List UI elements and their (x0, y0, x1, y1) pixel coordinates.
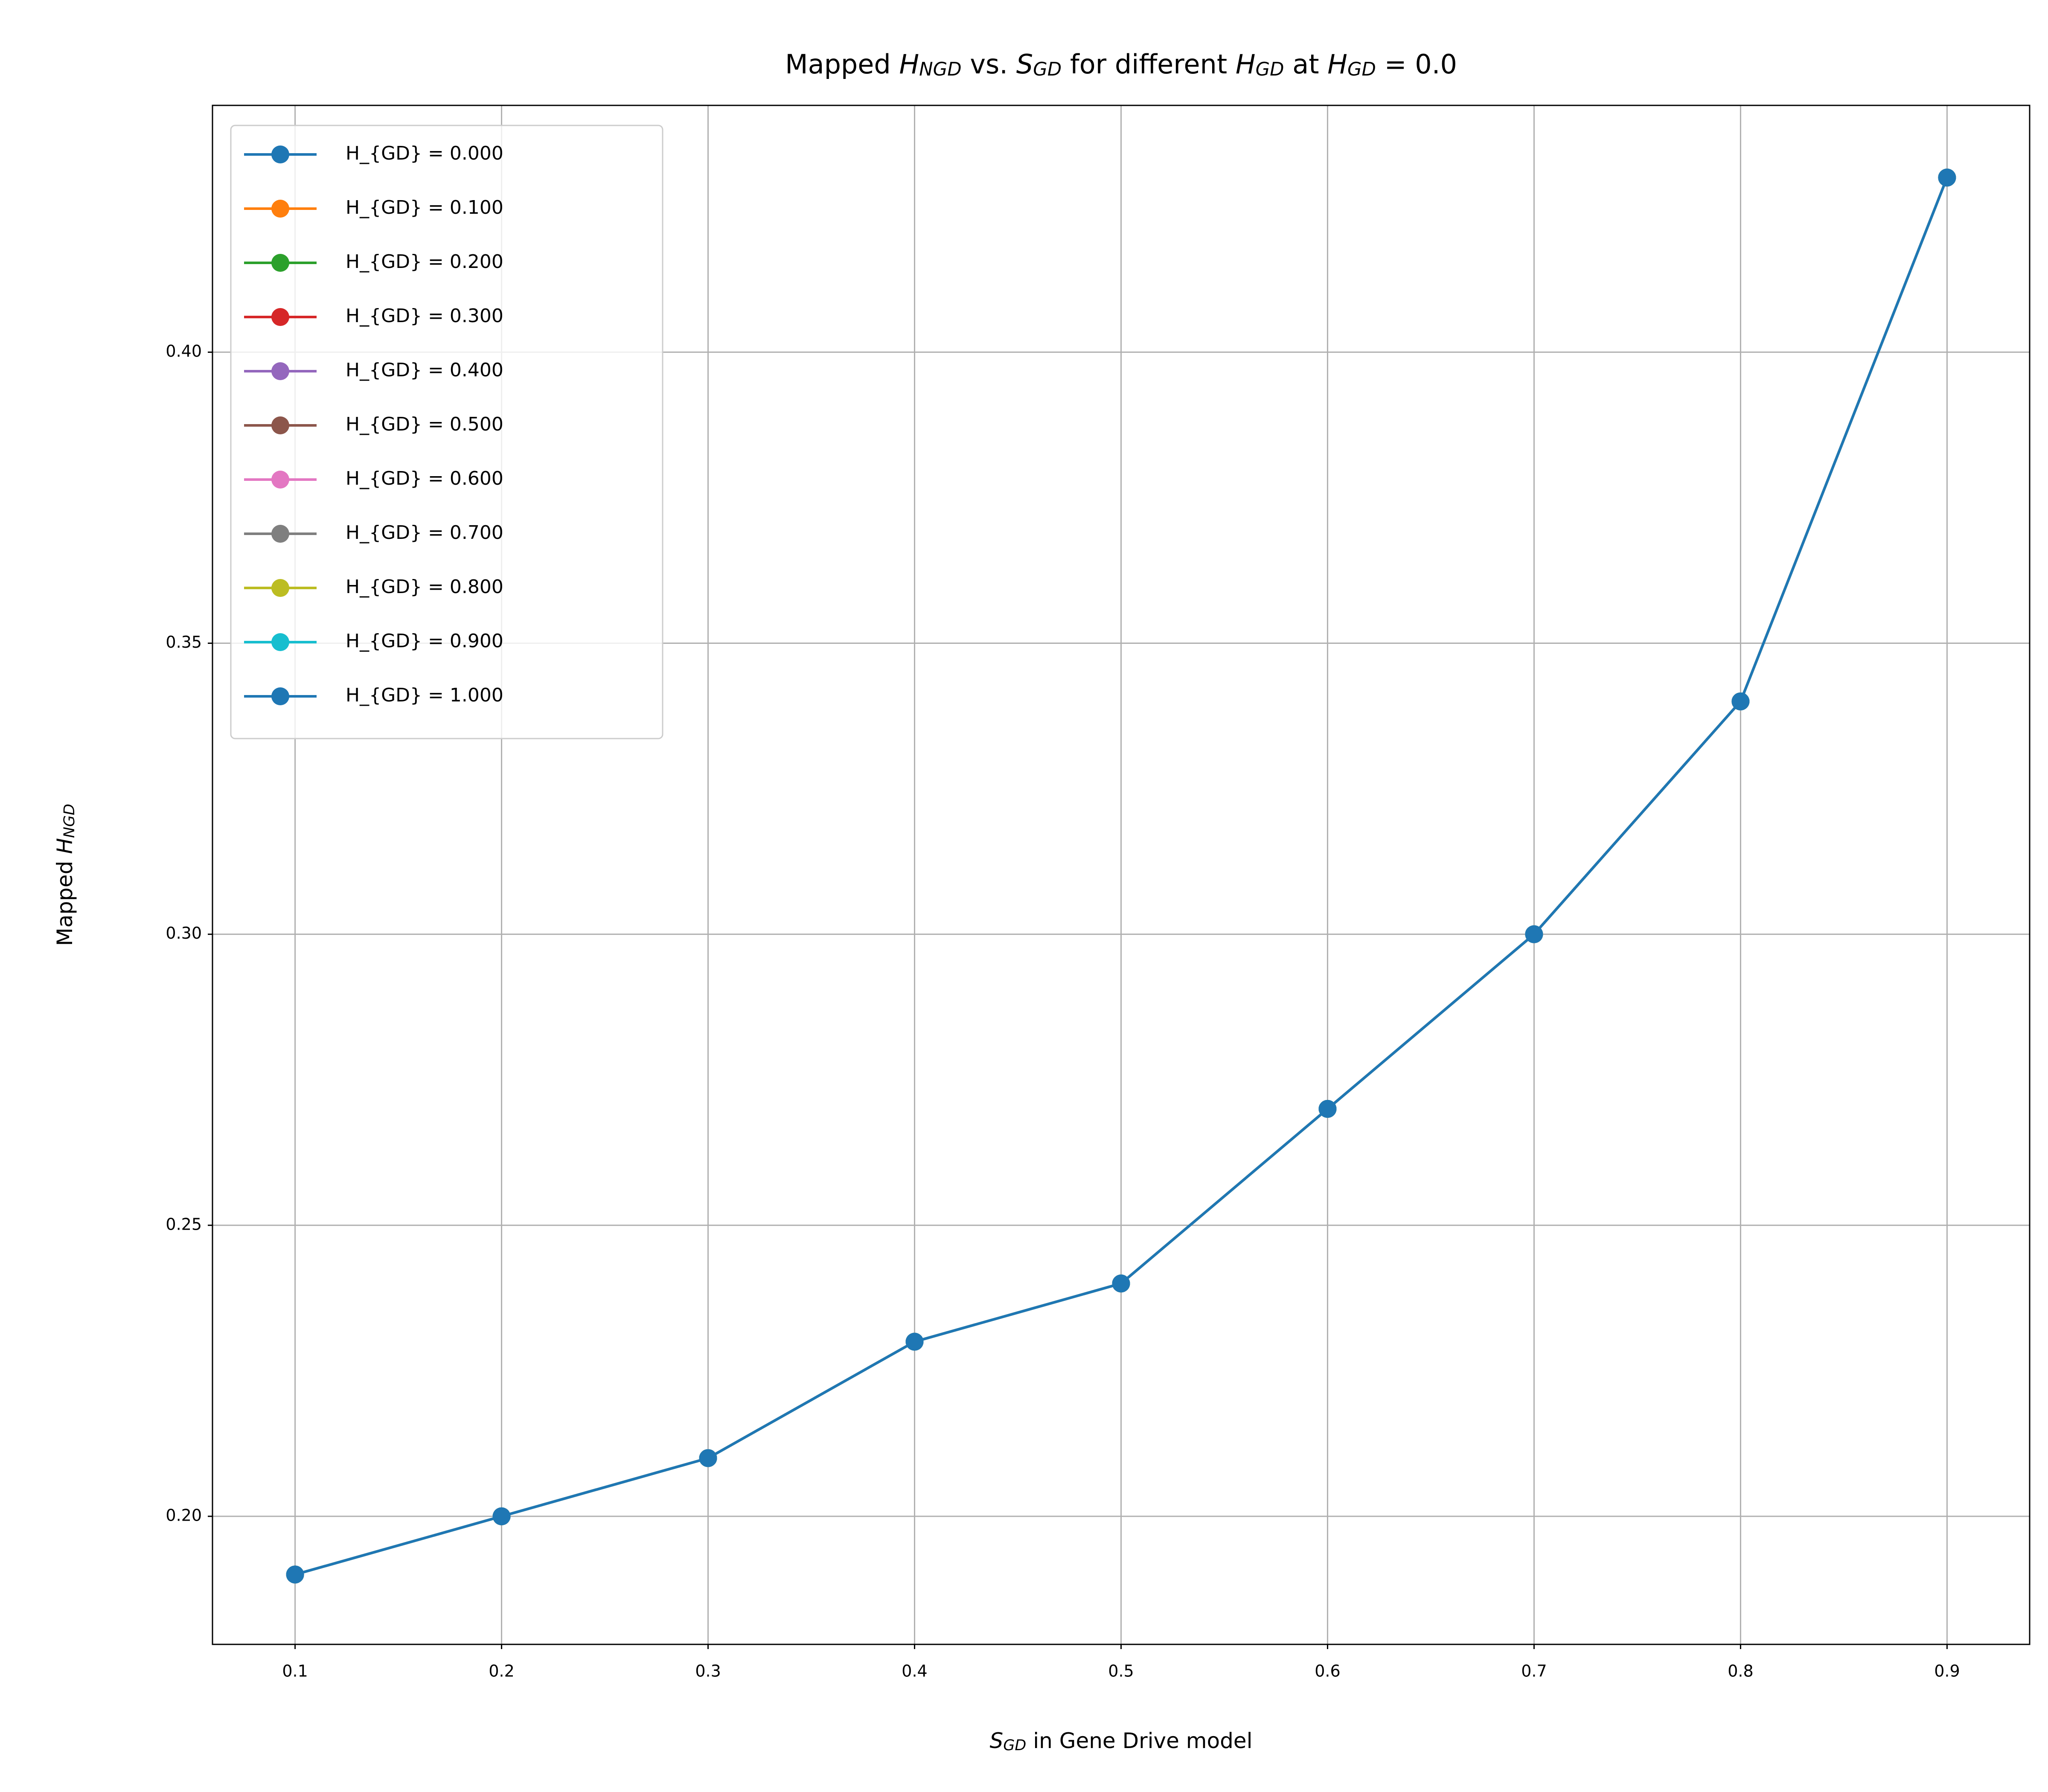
x-tick-label: 0.8 (1728, 1662, 1753, 1681)
plot-frame (212, 105, 2031, 1645)
legend-label: H_{GD} = 0.400 (346, 359, 503, 381)
x-tick-label: 0.3 (695, 1662, 721, 1681)
legend-marker (271, 633, 289, 651)
legend-label: H_{GD} = 0.300 (346, 305, 503, 327)
legend-marker (271, 200, 289, 218)
text-part: H (899, 49, 919, 80)
text-part: S (1016, 49, 1033, 80)
text-part: for different (1062, 49, 1236, 80)
text-part: NGD (919, 59, 962, 80)
legend-marker (271, 254, 289, 272)
text-part: at (1284, 49, 1328, 80)
legend-label: H_{GD} = 0.200 (346, 251, 503, 273)
text-part: in Gene Drive model (1026, 1728, 1252, 1753)
legend-label: H_{GD} = 0.100 (346, 197, 503, 218)
x-tick-label: 0.7 (1521, 1662, 1547, 1681)
marker (492, 1507, 511, 1525)
x-tick-label: 0.6 (1315, 1662, 1340, 1681)
text-part: H (52, 838, 77, 854)
legend-label: H_{GD} = 0.900 (346, 630, 503, 652)
marker (1112, 1274, 1130, 1293)
legend-marker (271, 416, 289, 434)
marker (286, 1565, 304, 1584)
legend-marker (271, 362, 289, 380)
text-part: GD (1347, 59, 1376, 80)
marker (905, 1332, 924, 1351)
text-part: H (1327, 49, 1347, 80)
y-axis-label: Mapped HNGD (52, 804, 78, 946)
y-tick-label: 0.35 (166, 633, 202, 652)
x-tick-label: 0.1 (282, 1662, 308, 1681)
text-part: = 0.0 (1376, 49, 1457, 80)
legend-box (230, 125, 663, 739)
text-part: GD (1003, 1737, 1026, 1754)
marker (1731, 692, 1750, 710)
legend-marker (271, 687, 289, 705)
legend-label: H_{GD} = 0.700 (346, 522, 503, 544)
legend-label: H_{GD} = 0.600 (346, 468, 503, 489)
legend-marker (271, 308, 289, 326)
y-tick-label: 0.30 (166, 924, 202, 943)
text-part: NGD (61, 804, 78, 838)
legend-marker (271, 471, 289, 489)
x-tick-label: 0.5 (1108, 1662, 1134, 1681)
marker (1318, 1100, 1337, 1118)
marker (1525, 925, 1543, 943)
marker (1938, 169, 1956, 187)
legend-label: H_{GD} = 0.500 (346, 413, 503, 435)
text-part: vs. (962, 49, 1016, 80)
x-axis-label: SGD in Gene Drive model (990, 1728, 1253, 1754)
marker (699, 1449, 717, 1467)
x-tick-label: 0.2 (489, 1662, 514, 1681)
y-tick-label: 0.20 (166, 1506, 202, 1524)
text-part: H (1236, 49, 1256, 80)
legend-label: H_{GD} = 0.000 (346, 143, 503, 164)
legend-marker (271, 579, 289, 597)
legend-label: H_{GD} = 0.800 (346, 576, 503, 598)
chart-title: Mapped HNGD vs. SGD for different HGD at… (785, 49, 1457, 80)
text-part: Mapped (785, 49, 899, 80)
y-tick-label: 0.25 (166, 1215, 202, 1233)
x-tick-label: 0.4 (902, 1662, 927, 1681)
text-part: Mapped (52, 854, 77, 946)
legend-marker (271, 525, 289, 543)
text-part: S (990, 1728, 1004, 1753)
y-tick-label: 0.40 (166, 342, 202, 361)
legend-label: H_{GD} = 1.000 (346, 684, 503, 706)
x-tick-label: 0.9 (1934, 1662, 1960, 1681)
legend-marker (271, 145, 289, 163)
text-part: GD (1255, 59, 1284, 80)
text-part: GD (1033, 59, 1062, 80)
